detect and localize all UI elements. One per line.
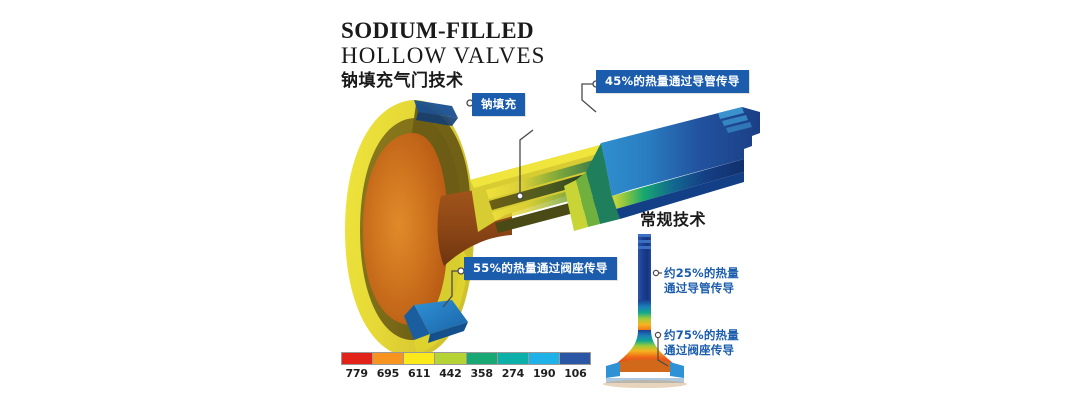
color-scale-labels: 779 695 611 442 358 274 190 106	[341, 367, 591, 380]
conventional-valve-graphic	[603, 234, 687, 388]
temperature-color-scale: 779 695 611 442 358 274 190 106	[341, 352, 591, 380]
conventional-section-title: 常规技术	[640, 210, 707, 229]
title-line-1: SODIUM-FILLED	[341, 18, 535, 43]
color-scale-bar	[341, 352, 591, 365]
color-scale-tick: 274	[501, 367, 525, 380]
conventional-label-guide-line1: 约25%的热量	[664, 266, 739, 280]
color-scale-band	[528, 353, 560, 364]
callout-sodium-fill: 钠填充	[472, 93, 526, 116]
color-scale-tick: 442	[439, 367, 462, 380]
conventional-label-guide-line2: 通过导管传导	[664, 281, 735, 295]
title-subtitle-cn: 钠填充气门技术	[341, 71, 464, 91]
color-scale-band	[466, 353, 498, 364]
callout-seat-55: 55%的热量通过阀座传导	[464, 257, 617, 280]
color-scale-band	[497, 353, 529, 364]
conventional-label-seat-line1: 约75%的热量	[664, 328, 739, 342]
title-line-2: HOLLOW VALVES	[341, 43, 546, 68]
conventional-label-guide: 约25%的热量 通过导管传导	[664, 266, 739, 296]
color-scale-band	[373, 353, 405, 364]
title-block: SODIUM-FILLED HOLLOW VALVES 钠填充气门技术	[341, 18, 601, 92]
color-scale-band	[559, 353, 590, 364]
color-scale-band	[435, 353, 467, 364]
callout-guide-45: 45%的热量通过导管传导	[596, 70, 749, 93]
color-scale-tick: 190	[532, 367, 556, 380]
color-scale-band	[342, 353, 374, 364]
color-scale-tick: 695	[376, 367, 400, 380]
color-scale-tick: 779	[345, 367, 368, 380]
color-scale-tick: 358	[470, 367, 493, 380]
color-scale-band	[404, 353, 436, 364]
conventional-label-seat: 约75%的热量 通过阀座传导	[664, 328, 739, 358]
conventional-label-seat-line2: 通过阀座传导	[664, 343, 735, 357]
conventional-leader-lines	[652, 269, 669, 367]
color-scale-tick: 611	[407, 367, 431, 380]
sodium-valve-graphic	[345, 99, 760, 358]
color-scale-tick: 106	[564, 367, 587, 380]
